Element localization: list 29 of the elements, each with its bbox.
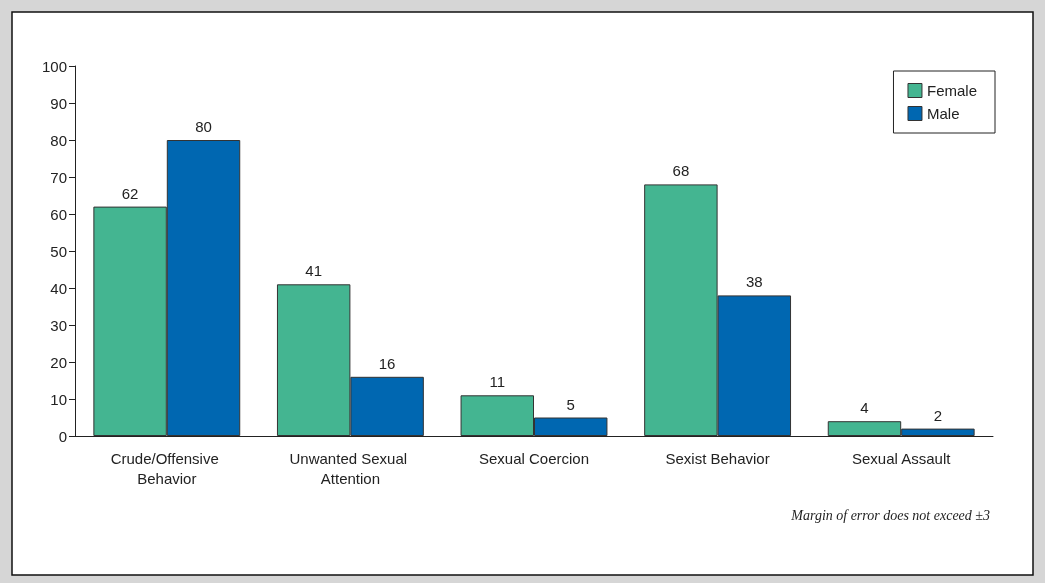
x-tick-label: Sexist Behavior [665, 449, 770, 467]
y-tick-label: 60 [50, 205, 67, 223]
data-label: 62 [121, 184, 139, 202]
text: Margin of error does not exceed ±3 [790, 507, 990, 523]
legend-label: Male [926, 105, 960, 122]
y-tick-label: 90 [50, 94, 67, 112]
data-label: 38 [745, 273, 763, 291]
data-label: 2 [933, 406, 943, 424]
y-tick-label: 0 [58, 427, 67, 445]
data-label: 41 [305, 262, 323, 280]
y-tick-label: 20 [50, 353, 67, 371]
y-tick-label: 50 [50, 242, 67, 260]
y-tick-label: 70 [50, 168, 67, 186]
y-tick-label: 10 [50, 390, 67, 408]
data-label: 11 [489, 373, 506, 391]
x-tick-label: Sexual Coercion [478, 449, 590, 467]
x-tick-label: Sexual Assault [852, 449, 952, 467]
x-tick-label: Crude/Offensive Behavior [110, 449, 223, 487]
y-tick-label: 100 [41, 57, 67, 75]
y-tick-label: 40 [50, 279, 67, 297]
y-tick-label: 30 [50, 316, 67, 334]
data-label: 80 [195, 118, 212, 135]
legend-label: Female [926, 82, 978, 99]
data-label: 4 [860, 399, 869, 417]
x-tick-label: Unwanted Sexual Attention [289, 449, 412, 487]
data-label: 16 [378, 354, 396, 372]
data-label: 5 [566, 395, 575, 413]
y-tick-label: 80 [50, 131, 67, 149]
data-label: 68 [672, 162, 690, 180]
